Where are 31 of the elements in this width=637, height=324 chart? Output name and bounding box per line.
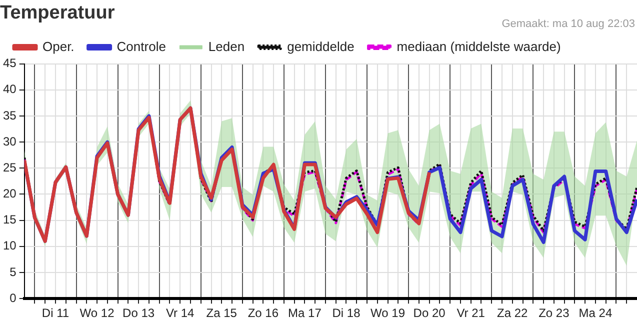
x-tick-label: Vr 21	[456, 306, 486, 320]
x-tick-label: Do 13	[122, 306, 155, 320]
y-tick-label: 40	[2, 82, 17, 96]
x-tick-label: Vr 14	[166, 306, 195, 320]
x-tick-label: Ma 17	[288, 306, 322, 320]
y-tick-label: 0	[10, 290, 17, 305]
y-tick-label: 10	[2, 238, 17, 253]
x-tick-label: Di 18	[332, 306, 361, 320]
y-tick-label: 35	[2, 108, 17, 122]
x-tick-label: Zo 16	[248, 306, 279, 320]
y-tick-label: 45	[2, 56, 17, 70]
chart-title: Temperatuur	[0, 2, 116, 24]
legend-label: Leden	[208, 38, 245, 54]
legend-label: gemiddelde	[287, 38, 354, 54]
y-tick-label: 30	[2, 134, 17, 148]
x-tick-label: Za 22	[497, 306, 528, 320]
legend-label: Controle	[116, 38, 166, 54]
y-tick-label: 15	[2, 212, 17, 227]
text: Gemaakt: ma 10 aug 22:03	[502, 18, 635, 30]
x-tick-label: Ma 24	[578, 306, 612, 320]
y-tick-label: 25	[2, 160, 17, 174]
x-tick-label: Za 15	[206, 306, 238, 320]
legend-label: mediaan (middelste waarde)	[396, 38, 561, 54]
legend-label: Oper.	[42, 38, 74, 54]
x-tick-label: Zo 23	[538, 306, 570, 320]
x-tick-label: Di 11	[42, 306, 70, 320]
x-tick-label: Wo 12	[80, 306, 115, 320]
x-tick-label: Do 20	[413, 306, 446, 320]
y-tick-label: 20	[2, 186, 17, 201]
y-tick-label: 5	[10, 264, 17, 279]
x-tick-label: Wo 19	[370, 306, 406, 320]
